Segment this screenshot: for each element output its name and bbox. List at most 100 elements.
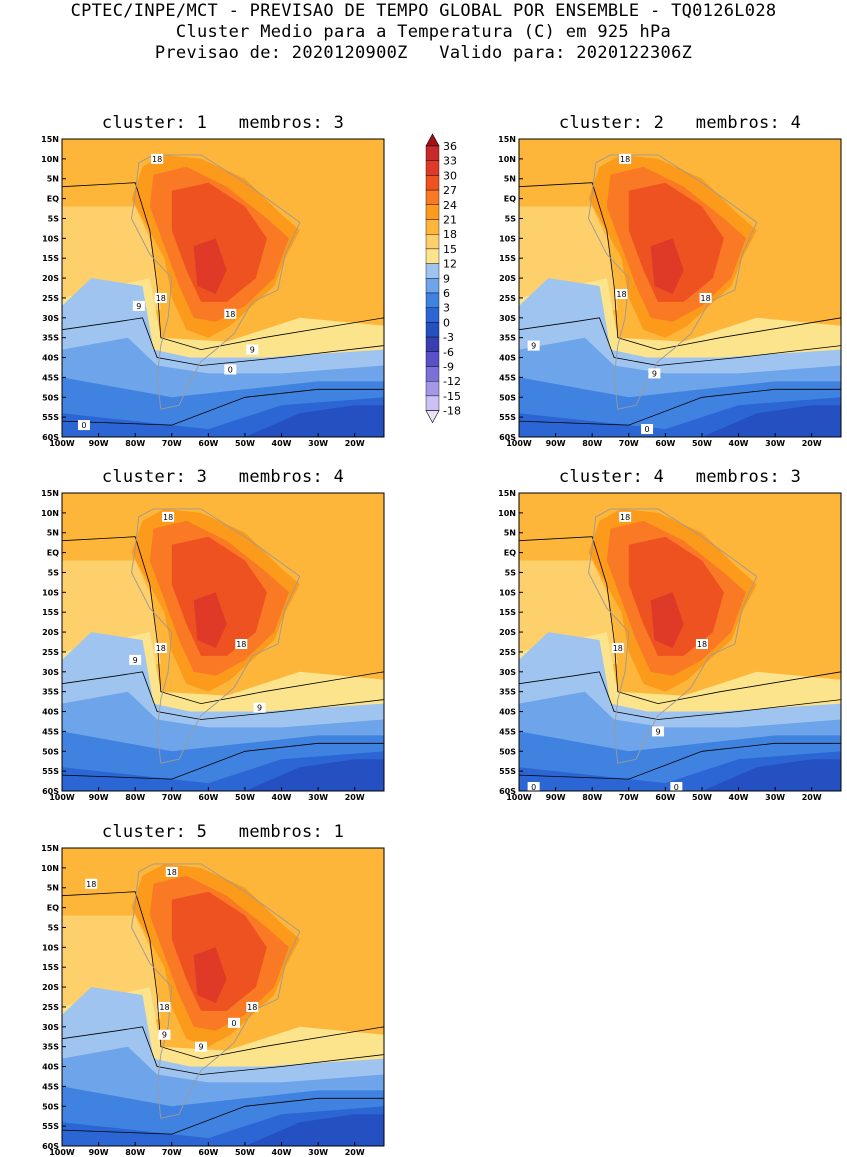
lon-tick-label: 70W [619,793,639,802]
contour-label-box [246,1001,259,1012]
lat-tick-label: 55S [42,767,59,776]
panel-2-title: cluster: 2 membros: 4 [558,113,802,133]
contour-label-box [246,344,259,355]
colorbar-swatch [425,336,440,353]
panel-4-title: cluster: 4 membros: 3 [558,467,802,487]
map-panel-cluster-1: 18 18 18 9 9 0 0 15N 10N 5N EQ 5S 10S 15S 20S 25S 30S 35S… [41,135,385,448]
lon-tick-label: 80W [582,439,602,448]
colorbar-level-label: 21 [443,214,457,227]
lon-tick-label: 80W [582,793,602,802]
contour-label: 18 [236,640,246,649]
lat-tick-label: EQ [504,195,516,204]
lat-tick-label: 25S [499,648,516,657]
lat-tick-label: 50S [499,393,516,402]
colorbar-bottom-arrow [425,410,440,424]
lat-tick-label: 55S [42,1122,59,1131]
map-panel-cluster-4: 18 18 18 9 0 0 15N 10N 5N EQ 5S 10S 15S 20S 25S 30S 35S 4… [498,489,842,802]
contour-label: 0 [231,1019,236,1028]
contour-label-box [641,424,654,435]
lat-tick-label: 60S [499,433,516,442]
lat-tick-label: 40S [499,708,516,717]
lat-tick-label: 15N [41,135,59,144]
lat-tick-label: 15S [42,608,59,617]
colorbar-swatch [425,278,440,294]
colorbar-level-label: -12 [443,375,461,388]
lon-tick-label: 70W [162,439,182,448]
lon-tick-label: 30W [308,793,328,802]
lon-tick-label: 50W [692,793,712,802]
lon-tick-label: 20W [802,793,822,802]
contour-label: 18 [156,294,166,303]
lat-tick-label: 45S [499,727,516,736]
colorbar-swatch [425,219,440,235]
colorbar-swatch [425,145,440,161]
colorbar-swatch [425,263,440,279]
subtitle-variable: Cluster Medio para a Temperatura (C) em … [175,22,672,42]
lat-tick-label: 5N [47,175,59,184]
colorbar-swatch [425,395,440,411]
lat-tick-label: EQ [47,904,59,913]
contour-label-box [224,308,237,319]
lon-tick-label: 30W [765,439,785,448]
contour-label: 0 [81,421,86,430]
contour-label: 18 [620,155,630,164]
colorbar-swatch [425,233,440,250]
colorbar-level-label: 30 [443,169,457,182]
contour-label: 18 [701,294,711,303]
lat-tick-label: 60S [42,433,59,442]
lat-tick-label: 30S [42,668,59,677]
lon-tick-label: 90W [89,793,109,802]
lat-tick-label: 55S [42,413,59,422]
lat-tick-label: 35S [42,1043,59,1052]
lat-tick-label: 20S [499,274,516,283]
lon-tick-label: 50W [235,1148,255,1157]
contour-label: 18 [225,310,235,319]
lat-tick-label: 55S [499,413,516,422]
contour-label: 18 [616,290,626,299]
colorbar-swatch [425,307,440,323]
contour-label-box [195,1041,208,1052]
contour-label-box [85,878,98,889]
lat-tick-label: 60S [42,787,59,796]
colorbar-swatch [425,351,440,367]
lat-tick-label: EQ [47,195,59,204]
lon-tick-label: 80W [125,793,145,802]
lon-tick-label: 40W [272,1148,292,1157]
lon-tick-label: 20W [345,793,365,802]
panel-3-title: cluster: 3 membros: 4 [101,467,345,487]
lat-tick-label: 55S [499,767,516,776]
colorbar-level-label: -3 [443,331,454,344]
contour-label-box [165,866,178,877]
lat-tick-label: 40S [42,708,59,717]
lat-tick-label: 50S [499,747,516,756]
colorbar-level-label: 3 [443,302,450,315]
lon-tick-label: 50W [235,439,255,448]
contour-label-box [151,153,164,164]
colorbar-level-label: -15 [443,390,461,403]
contour-label: 18 [86,880,96,889]
lon-tick-label: 70W [162,793,182,802]
lat-tick-label: 45S [42,1082,59,1091]
contour-label-box [162,511,175,522]
lat-tick-label: 10S [42,943,59,952]
colorbar-swatch [425,380,440,397]
lat-tick-label: 40S [499,354,516,363]
lat-tick-label: 5S [48,214,60,223]
colorbar-level-label: 33 [443,155,457,168]
map-panel-cluster-5: 18 18 18 18 9 9 0 15N 10N 5N EQ 5S 10S 15S 20S 25S 30S 35… [41,844,385,1157]
colorbar-level-label: -9 [443,361,454,374]
lat-tick-label: 5S [505,214,517,223]
contour-label-box [132,300,145,311]
contour-label-box [615,288,628,299]
lat-tick-label: 10S [42,588,59,597]
contour-label: 0 [674,783,679,792]
lat-tick-label: EQ [504,549,516,558]
lon-tick-label: 90W [546,793,566,802]
lon-tick-label: 60W [198,439,218,448]
colorbar-level-label: 24 [443,199,457,212]
lon-tick-label: 60W [198,1148,218,1157]
lat-tick-label: 5S [48,568,60,577]
lat-tick-label: 15S [499,608,516,617]
lat-tick-label: 50S [42,1102,59,1111]
contour-label: 18 [697,640,707,649]
